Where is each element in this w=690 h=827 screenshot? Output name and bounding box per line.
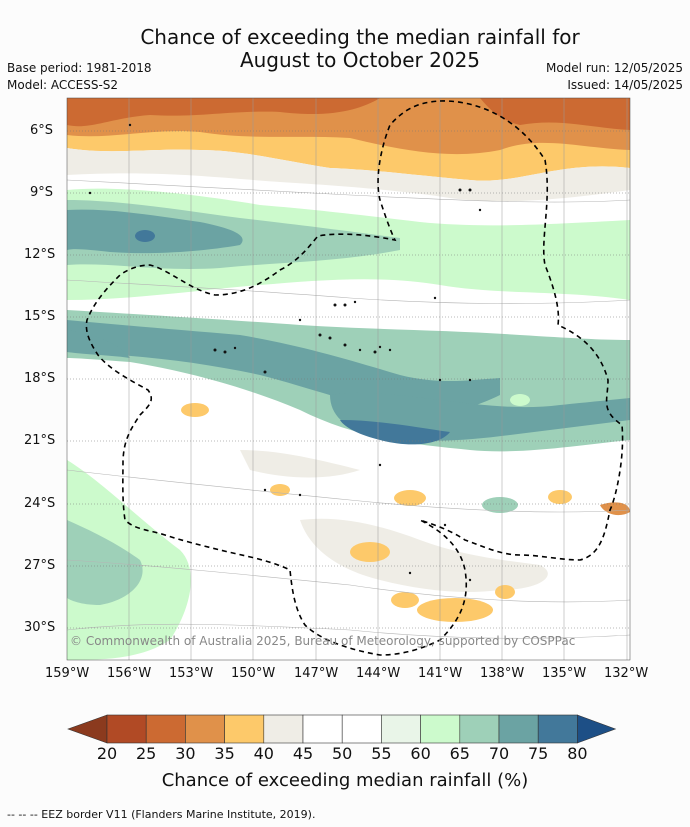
colorbar-segment — [185, 714, 225, 744]
lat-tick-24s: 24°S — [24, 496, 56, 511]
eez-legend-footer: -- -- -- EEZ border V11 (Flanders Marine… — [7, 808, 316, 821]
lat-tick-12s: 12°S — [24, 247, 56, 262]
lon-tick-138w: 138°W — [480, 666, 525, 681]
colorbar-segment — [459, 714, 500, 744]
colorbar-tick-label: 20 — [96, 744, 118, 763]
model-text: Model: ACCESS-S2 — [7, 78, 119, 92]
lat-tick-9s: 9°S — [30, 185, 54, 200]
lat-tick-6s: 6°S — [30, 123, 54, 138]
colorbar-segment — [341, 714, 382, 744]
colorbar-tick-label: 30 — [175, 744, 196, 763]
issued-text: Issued: 14/05/2025 — [567, 78, 683, 92]
colorbar-title: Chance of exceeding median rainfall (%) — [161, 770, 529, 791]
lat-tick-30s: 30°S — [24, 620, 56, 635]
lat-tick-18s: 18°S — [24, 371, 56, 386]
map-title-line2: August to October 2025 — [239, 48, 481, 72]
lon-tick-153w: 153°W — [169, 666, 214, 681]
lon-tick-141w: 141°W — [418, 666, 463, 681]
lon-tick-150w: 150°W — [231, 666, 276, 681]
lat-tick-27s: 27°S — [24, 558, 56, 573]
lon-tick-132w: 132°W — [604, 666, 649, 681]
colorbar-tick-label: 35 — [214, 744, 235, 763]
model-run-text: Model run: 12/05/2025 — [545, 61, 683, 75]
map-title-line1: Chance of exceeding the median rainfall … — [140, 25, 580, 49]
colorbar-segment — [420, 714, 461, 744]
colorbar-tick-label: 55 — [371, 744, 392, 763]
colorbar-segment — [106, 714, 147, 744]
colorbar-arrow-high — [577, 714, 617, 744]
colorbar-tick-label: 25 — [136, 744, 157, 763]
colorbar-segment — [302, 714, 343, 744]
dry-band-north-core — [67, 98, 380, 127]
lon-tick-147w: 147°W — [294, 666, 339, 681]
lon-tick-144w: 144°W — [356, 666, 401, 681]
lat-tick-15s: 15°S — [24, 309, 56, 324]
lon-tick-159w: 159°W — [45, 666, 90, 681]
colorbar-tick-label: 80 — [567, 744, 588, 763]
islands — [88, 123, 482, 582]
colorbar-segment — [381, 714, 421, 744]
colorbar — [67, 714, 617, 744]
colorbar-tick-label: 75 — [528, 744, 549, 763]
copyright-text: © Commonwealth of Australia 2025, Bureau… — [70, 634, 576, 648]
base-period-text: Base period: 1981-2018 — [7, 61, 152, 75]
lat-tick-21s: 21°S — [24, 433, 56, 448]
colorbar-segment — [263, 714, 304, 744]
graticule — [67, 130, 630, 629]
colorbar-tick-label: 40 — [253, 744, 274, 763]
colorbar-tick-label: 50 — [332, 744, 353, 763]
colorbar-segment — [498, 714, 539, 744]
colorbar-arrow-low — [67, 714, 108, 744]
colorbar-segment — [145, 714, 186, 744]
colorbar-segment — [537, 714, 578, 744]
colorbar-tick-label: 60 — [410, 744, 431, 763]
colorbar-tick-label: 70 — [488, 744, 510, 763]
lon-tick-156w: 156°W — [107, 666, 152, 681]
colorbar-segment — [224, 714, 265, 744]
lon-tick-135w: 135°W — [542, 666, 587, 681]
map-area — [67, 98, 630, 660]
colorbar-tick-label: 65 — [449, 744, 470, 763]
colorbar-tick-label: 45 — [292, 744, 314, 763]
contour-lines — [67, 179, 630, 639]
